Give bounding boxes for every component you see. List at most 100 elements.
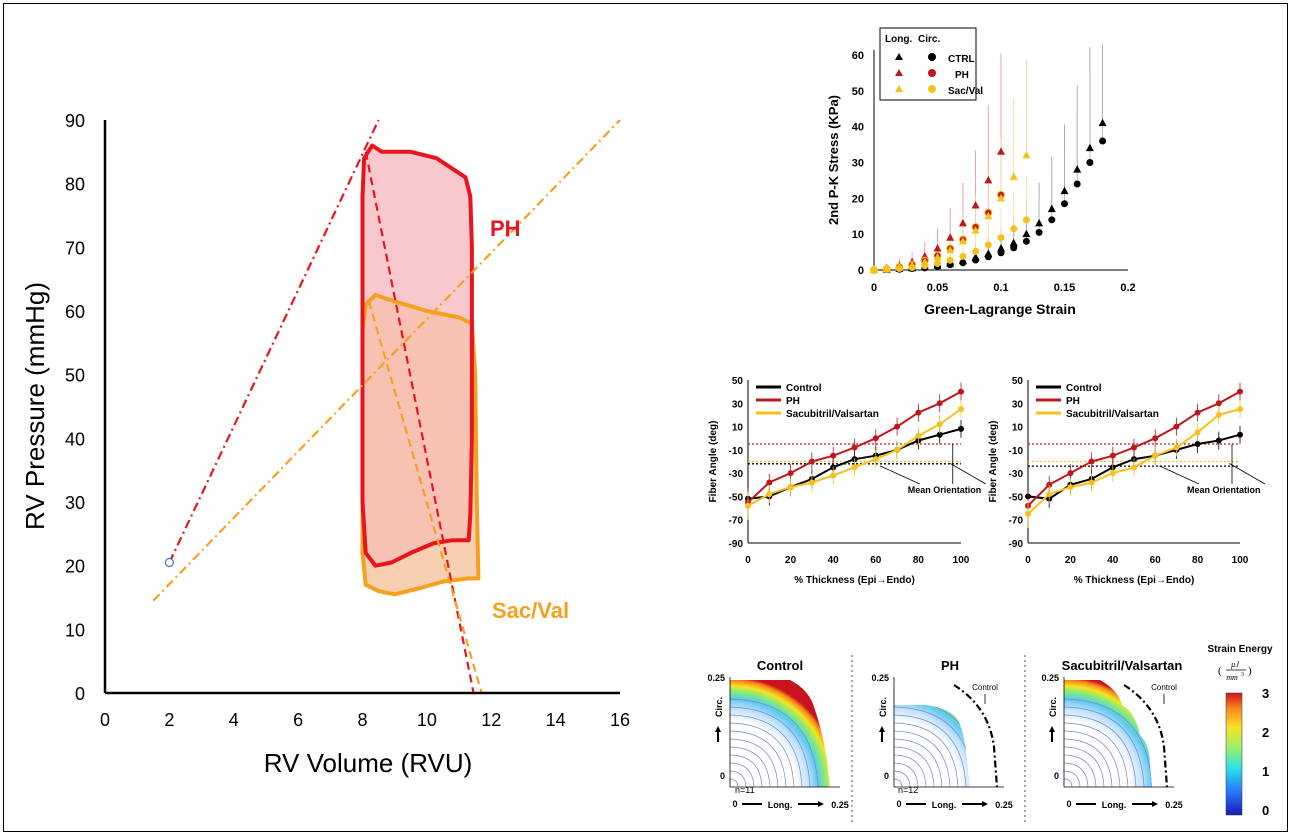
fiber-y-tick-label: 30 — [732, 399, 744, 410]
overlap-fill — [362, 295, 479, 595]
colorbar-unit-exp: 3 — [1241, 672, 1244, 678]
pv-x-axis-title: RV Volume (RVU) — [264, 748, 473, 778]
contour-line — [894, 705, 970, 787]
contour-line — [894, 746, 935, 787]
long-arrow-head — [1152, 801, 1158, 807]
contour-line — [1064, 730, 1121, 787]
pv-y-tick-label: 10 — [65, 620, 85, 640]
stress-triangle-point — [933, 244, 942, 252]
ph-espvr-line — [168, 119, 380, 563]
pv-x-tick-label: 0 — [100, 710, 110, 730]
fiber-point — [894, 446, 901, 453]
long-arrow-head — [818, 801, 824, 807]
map-y-tick-max: 0.25 — [871, 673, 889, 683]
colorbar-unit-open: ( — [1218, 665, 1222, 677]
fiber-y-tick-label: -70 — [729, 516, 744, 527]
fiber-y-tick-label: -10 — [729, 446, 744, 457]
pv-y-tick-label: 60 — [65, 302, 85, 322]
fiber-point — [958, 425, 964, 432]
fiber-x-tick-label: 40 — [1107, 555, 1119, 566]
stress-circle-point — [984, 241, 992, 249]
stress-circle-point — [1073, 180, 1081, 188]
stress-x-tick-label: 0.2 — [1120, 282, 1135, 294]
fiber-point — [766, 491, 773, 498]
map-x-tick-max: 0.25 — [1165, 800, 1183, 810]
stress-circle-point — [959, 259, 967, 267]
pv-x-tick-label: 6 — [293, 710, 303, 730]
fiber-y-tick-label: 30 — [1012, 399, 1024, 410]
contour-line — [1064, 778, 1073, 787]
legend-circle-marker — [928, 53, 936, 61]
stress-circle-point — [1086, 159, 1094, 166]
fiber-x-tick-label: 40 — [828, 555, 840, 566]
n-control: n=11 — [735, 785, 755, 795]
stress-triangle-point — [984, 211, 993, 220]
strain-energy-map — [730, 680, 830, 787]
heatmap-fill — [730, 680, 830, 787]
colorbar — [1225, 692, 1243, 816]
fiber-point — [1046, 491, 1053, 498]
fiber-point — [1025, 510, 1031, 517]
pv-y-tick-label: 90 — [65, 111, 85, 131]
annotation-arrow — [1159, 465, 1200, 485]
stress-triangle-point — [958, 236, 967, 245]
contour-line — [730, 730, 787, 787]
stress-circle-point — [1010, 244, 1018, 252]
fiber-x-tick-label: 0 — [745, 555, 751, 566]
fiber-point — [1237, 406, 1243, 413]
fiber-point — [872, 456, 879, 463]
stress-legend-ph: PH — [955, 70, 969, 81]
map-x-tick-zero: 0 — [732, 799, 737, 809]
fiber-y-tick-label: -10 — [1009, 446, 1024, 457]
fiber-x-tick-label: 20 — [785, 555, 797, 566]
heatmap-fill — [1064, 680, 1152, 787]
stress-circle-point — [1022, 216, 1030, 224]
stress-circle-point — [934, 260, 941, 268]
contour-line — [894, 762, 919, 787]
stress-triangle-point — [1022, 150, 1031, 159]
heatmap-fill — [894, 705, 970, 787]
legend-triangle-marker — [895, 53, 903, 60]
colorbar-tick-label: 2 — [1262, 725, 1269, 740]
colorbar-tick-label: 0 — [1262, 803, 1269, 818]
contour-line — [1064, 722, 1129, 787]
pv-x-tick-label: 12 — [481, 710, 501, 730]
stress-triangle-point — [997, 147, 1005, 155]
stress-legend-box — [879, 27, 977, 101]
colorbar-unit-num: µJ — [1231, 660, 1240, 669]
stress-triangle-point — [997, 244, 1005, 252]
control-marker-ph: Control — [972, 683, 998, 692]
contour-line — [730, 722, 795, 787]
contour-line — [894, 730, 951, 787]
fiber-point — [1173, 423, 1180, 430]
legend-circle-marker — [928, 69, 936, 77]
ph-loop-line — [360, 143, 474, 568]
fiber-point — [1152, 435, 1159, 442]
circ-arrow-head — [715, 726, 721, 732]
fiber-x-tick-label: 100 — [953, 555, 970, 566]
fiber-x-tick-label: 100 — [1232, 555, 1249, 566]
fiber-legend-label: PH — [1066, 396, 1080, 407]
colorbar-tick-label: 3 — [1262, 686, 1269, 701]
fiber-y-tick-label: -50 — [729, 492, 744, 503]
map-y-tick-zero: 0 — [720, 771, 725, 781]
stress-triangle-point — [984, 175, 993, 184]
fiber-x-axis-title: % Thickness (Epi→Endo) — [1074, 575, 1195, 586]
map-y-tick-max: 0.25 — [707, 673, 725, 683]
fiber-point — [1046, 481, 1053, 488]
fiber-y-tick-label: -90 — [729, 539, 744, 550]
stress-y-axis-title: 2nd P-K Stress (KPa) — [826, 95, 841, 225]
fiber-point — [766, 479, 773, 486]
legend-circle-marker — [928, 85, 936, 93]
pv-y-axis-title: RV Pressure (mmHg) — [20, 282, 50, 530]
stress-circle-point — [1048, 216, 1056, 224]
fiber-point — [787, 484, 794, 491]
fiber-y-tick-label: -90 — [1009, 539, 1024, 550]
stress-triangle-point — [946, 245, 955, 254]
fiber-point — [1215, 437, 1222, 444]
stress-legend-circ: Circ. — [918, 34, 940, 45]
fiber-x-tick-label: 20 — [1065, 555, 1077, 566]
stress-circle-point — [1010, 225, 1018, 233]
fiber-point — [1131, 464, 1137, 471]
